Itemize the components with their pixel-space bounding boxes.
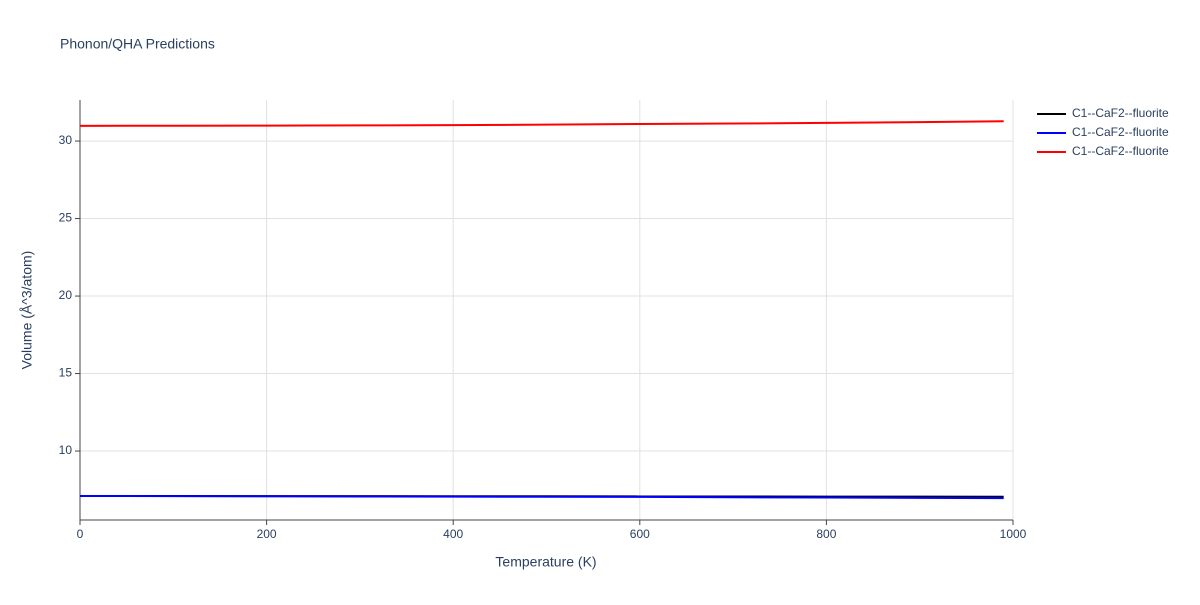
x-tick-label: 1000	[1000, 527, 1027, 541]
y-tick-label: 20	[59, 288, 73, 302]
chart-title: Phonon/QHA Predictions	[60, 36, 215, 52]
legend-label: C1--CaF2--fluorite	[1072, 144, 1169, 158]
x-tick-label: 0	[77, 527, 84, 541]
x-axis-title: Temperature (K)	[495, 554, 596, 570]
legend-label: C1--CaF2--fluorite	[1072, 106, 1169, 120]
y-tick-label: 30	[59, 133, 73, 147]
y-tick-label: 25	[59, 211, 73, 225]
y-tick-label: 15	[59, 366, 73, 380]
line	[79, 494, 1004, 500]
x-tick-label: 600	[630, 527, 650, 541]
y-axis-title: Volume (Å^3/atom)	[19, 251, 35, 370]
legend-label: C1--CaF2--fluorite	[1072, 125, 1169, 139]
x-tick-label: 200	[257, 527, 277, 541]
x-tick-label: 800	[816, 527, 836, 541]
y-tick-label: 10	[59, 443, 73, 457]
line	[79, 120, 1004, 127]
x-tick-label: 400	[443, 527, 463, 541]
